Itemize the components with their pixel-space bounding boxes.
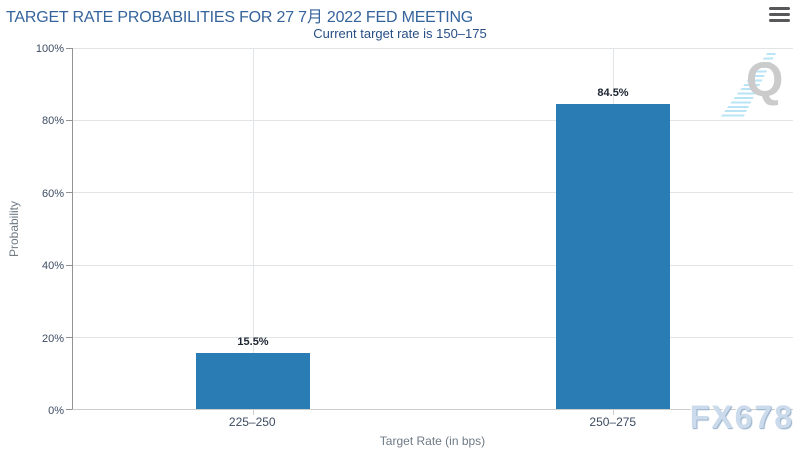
bar-250–275 — [556, 103, 670, 409]
y-gridline — [73, 48, 793, 49]
y-gridline — [73, 336, 793, 338]
y-axis-tick-label: 100% — [35, 43, 64, 55]
x-axis-category-labels: 225–250 250–275 — [72, 415, 793, 433]
hamburger-bar — [769, 7, 790, 10]
bar-225–250 — [196, 353, 310, 409]
x-axis-category-label: 225–250 — [228, 415, 276, 429]
quikstrike-logo-q-icon: Q — [746, 54, 784, 107]
y-axis-tick-label: 0% — [48, 405, 64, 417]
y-axis-tick-labels: 0% 20% 40% 60% 80% 100% — [0, 43, 64, 417]
fx678-watermark: FX678 — [689, 399, 794, 435]
y-gridline — [73, 192, 793, 194]
x-axis-tick — [253, 410, 254, 415]
y-axis-tick — [66, 48, 72, 49]
plot-area: 15.5% 84.5% — [66, 48, 793, 415]
x-gridline — [253, 48, 254, 409]
y-axis-tick — [66, 409, 72, 410]
y-axis-tick — [66, 192, 72, 194]
y-axis-tick-label: 40% — [41, 260, 64, 273]
chart-subtitle: Current target rate is 150–175 — [313, 26, 487, 41]
y-axis-tick — [66, 336, 72, 338]
y-axis-tick — [66, 264, 72, 266]
y-gridline — [73, 264, 793, 266]
hamburger-bar — [769, 13, 790, 16]
y-axis-tick-label: 60% — [41, 187, 64, 200]
bar-value-label: 84.5% — [597, 86, 629, 99]
chart-title: TARGET RATE PROBABILITIES FOR 27 7月 2022… — [6, 9, 474, 26]
x-axis-tick — [613, 410, 614, 415]
y-axis-tick-label: 80% — [41, 115, 64, 128]
y-axis-tick — [66, 120, 72, 122]
x-axis-title: Target Rate (in bps) — [379, 434, 486, 448]
bar-value-label: 15.5% — [237, 336, 269, 349]
y-gridline — [73, 120, 793, 122]
hamburger-menu-icon[interactable] — [769, 7, 790, 25]
y-axis-tick-label: 20% — [41, 332, 64, 345]
x-axis-category-label: 250–275 — [589, 415, 637, 429]
hamburger-bar — [769, 19, 790, 22]
